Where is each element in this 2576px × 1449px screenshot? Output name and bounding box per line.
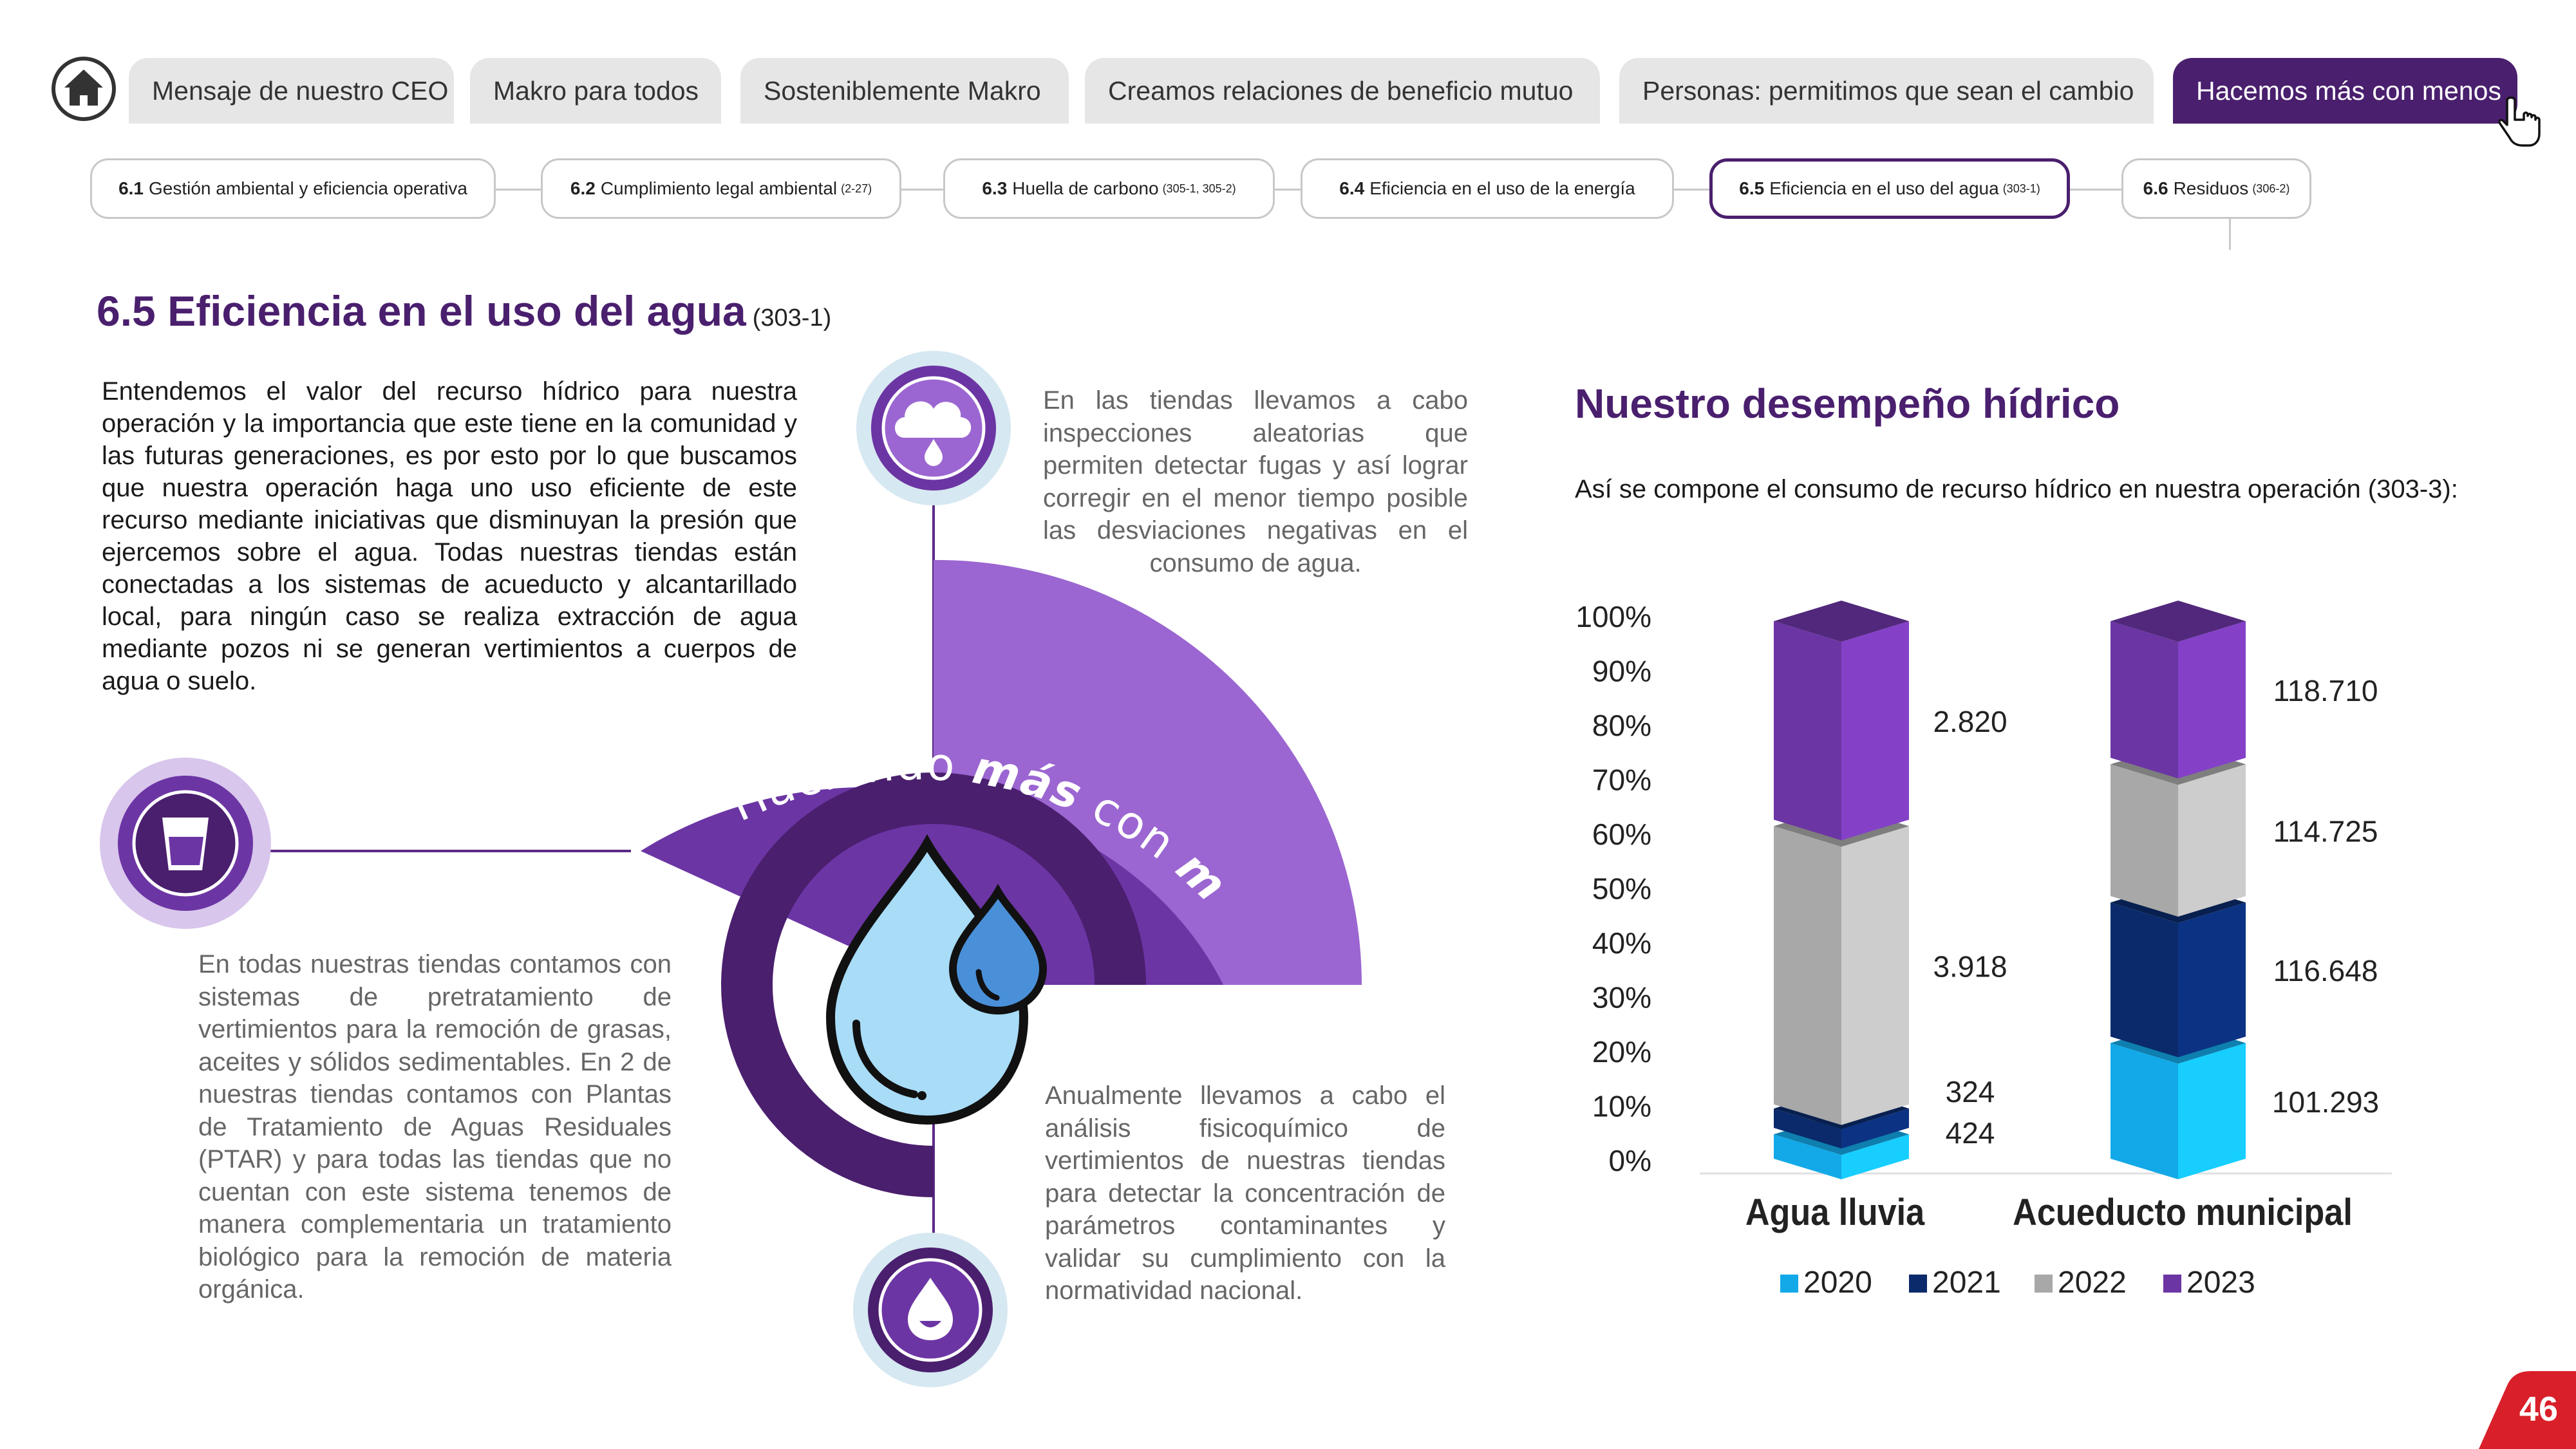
subnav-6-3[interactable]: 6.3 Huella de carbono (305-1, 305-2) — [943, 158, 1275, 219]
y-tick-label: 30% — [1592, 981, 1651, 1014]
data-label: 3.918 — [1933, 949, 2007, 983]
data-label: 101.293 — [2272, 1085, 2379, 1119]
chart-intro: Así se compone el consumo de recurso híd… — [1575, 475, 2458, 503]
data-label: 118.710 — [2273, 674, 2378, 707]
data-label: 114.725 — [2273, 815, 2378, 848]
svg-text:2022: 2022 — [2058, 1266, 2127, 1300]
hand-pointer-icon — [2498, 97, 2541, 147]
subnav-6-4[interactable]: 6.4 Eficiencia en el uso de la energía — [1301, 158, 1674, 219]
y-tick-label: 80% — [1592, 709, 1651, 742]
bar-segment-agua-lluvia-2022 — [1774, 805, 1909, 1125]
category-label: Acueducto municipal — [2013, 1191, 2353, 1233]
inner-ring — [721, 772, 934, 1197]
y-tick-label: 50% — [1592, 872, 1651, 906]
legend-item-2021: 2021 — [1909, 1266, 2001, 1300]
cloud-rain-icon — [856, 351, 1011, 505]
svg-text:2021: 2021 — [1932, 1266, 2001, 1300]
data-label: 324 — [1946, 1075, 1995, 1108]
bar-segment-agua-lluvia-2023 — [1774, 601, 1909, 841]
home-icon — [64, 70, 103, 106]
y-tick-label: 10% — [1592, 1090, 1651, 1123]
y-tick-label: 0% — [1609, 1144, 1651, 1177]
y-tick-label: 70% — [1592, 763, 1651, 797]
data-label: 424 — [1946, 1116, 1995, 1150]
tab-relaciones-beneficio[interactable]: Creamos relaciones de beneficio mutuo — [1085, 58, 1600, 124]
tab-sosteniblemente-makro[interactable]: Sosteniblemente Makro — [740, 58, 1069, 124]
y-tick-label: 40% — [1592, 926, 1651, 960]
category-label: Agua lluvia — [1745, 1191, 1926, 1233]
tab-makro-para-todos[interactable]: Makro para todos — [470, 58, 721, 124]
legend-item-2023: 2023 — [2163, 1266, 2255, 1300]
infographic: Haciendo más con menos — [100, 351, 1362, 1387]
text-pretreatment: En todas nuestras tiendas contamos con s… — [198, 950, 672, 1304]
intro-paragraph: Entendemos el valor del recurso hídrico … — [102, 377, 797, 695]
water-glass-icon — [100, 758, 271, 929]
legend-item-2022: 2022 — [2035, 1266, 2127, 1300]
text-inspections: En las tiendas llevamos a cabo inspeccio… — [1043, 386, 1468, 577]
tab-personas[interactable]: Personas: permitimos que sean el cambio — [1619, 58, 2154, 124]
y-tick-label: 60% — [1592, 818, 1651, 851]
text-analysis: Anualmente llevamos a cabo el análisis f… — [1045, 1081, 1445, 1305]
svg-text:2020: 2020 — [1803, 1266, 1872, 1300]
data-label: 2.820 — [1933, 705, 2007, 738]
subnav-6-6[interactable]: 6.6 Residuos (306-2) — [2121, 158, 2311, 219]
y-tick-label: 100% — [1575, 600, 1651, 633]
smiling-drop-icon — [853, 1233, 1008, 1387]
tab-hacemos-mas-con-menos[interactable]: Hacemos más con menos — [2173, 58, 2517, 124]
page-title: 6.5 Eficiencia en el uso del agua (303-1) — [97, 287, 832, 335]
water-chart: 0% 10% 20% 30% 40% 50% 60% 70% 80% 90% 100% 424 324… — [1575, 600, 2392, 1300]
legend-item-2020: 2020 — [1780, 1266, 1872, 1300]
home-button[interactable] — [52, 57, 116, 121]
y-tick-label: 90% — [1592, 655, 1651, 688]
subnav-6-1[interactable]: 6.1 Gestión ambiental y eficiencia operat… — [90, 158, 496, 219]
subnav-6-2[interactable]: 6.2 Cumplimiento legal ambiental (2-27) — [541, 158, 901, 219]
page-number: 46 — [2479, 1371, 2576, 1449]
chart-title: Nuestro desempeño hídrico — [1575, 380, 2120, 427]
svg-text:2023: 2023 — [2186, 1266, 2255, 1300]
data-label: 116.648 — [2273, 954, 2378, 987]
y-tick-label: 20% — [1592, 1035, 1651, 1069]
tab-mensaje-ceo[interactable]: Mensaje de nuestro CEO — [129, 58, 454, 124]
water-drops-icon — [825, 834, 1048, 1125]
subnav-6-5[interactable]: 6.5 Eficiencia en el uso del agua (303-1) — [1709, 158, 2070, 219]
bar-segment-acueducto-municipal-2023 — [2111, 601, 2246, 779]
